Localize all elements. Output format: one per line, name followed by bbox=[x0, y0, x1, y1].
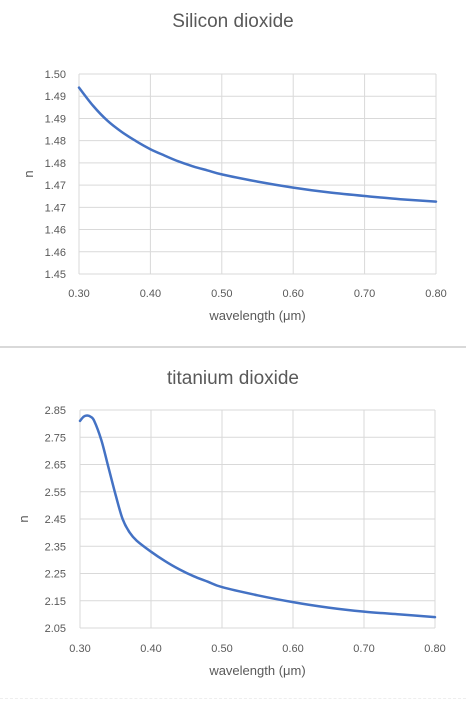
x-tick-label: 0.30 bbox=[68, 288, 89, 300]
y-axis-label: n bbox=[21, 170, 36, 177]
bottom-divider bbox=[0, 698, 466, 699]
y-tick-label: 1.50 bbox=[45, 69, 66, 81]
x-tick-label: 0.50 bbox=[211, 643, 232, 655]
y-tick-label: 2.85 bbox=[45, 405, 66, 417]
silicon-dioxide-chart: Silicon dioxide 1.45 1.46 1.46 1.47 1.47 1.48… bbox=[0, 0, 466, 346]
y-tick-label: 1.49 bbox=[45, 113, 66, 125]
y-tick-label: 1.45 bbox=[45, 269, 66, 281]
x-tick-label: 0.40 bbox=[140, 288, 161, 300]
titanium-dioxide-chart: titanium dioxide 2.05 2.15 2.25 2.35 2.45 2.5… bbox=[0, 352, 466, 703]
x-tick-label: 0.70 bbox=[353, 643, 374, 655]
x-axis-label: wavelength (μm) bbox=[208, 308, 305, 323]
chart-title: Silicon dioxide bbox=[172, 11, 294, 32]
x-axis-label: wavelength (μm) bbox=[208, 663, 305, 678]
y-axis-label: n bbox=[16, 515, 31, 522]
x-tick-label: 0.60 bbox=[282, 643, 303, 655]
y-tick-label: 1.48 bbox=[45, 158, 66, 170]
y-tick-label: 2.15 bbox=[45, 596, 66, 608]
series-line bbox=[78, 414, 437, 619]
y-tick-label: 2.25 bbox=[45, 569, 66, 581]
x-tick-label: 0.80 bbox=[425, 288, 446, 300]
y-tick-label: 1.47 bbox=[45, 202, 66, 214]
chart-title: titanium dioxide bbox=[166, 368, 300, 389]
x-tick-label: 0.40 bbox=[140, 643, 161, 655]
y-tick-label: 1.46 bbox=[45, 247, 66, 259]
y-tick-label: 2.55 bbox=[45, 487, 66, 499]
y-tick-label: 2.35 bbox=[45, 541, 66, 553]
x-tick-label: 0.60 bbox=[282, 288, 303, 300]
chart-plot: 1.45 1.46 1.46 1.47 1.47 1.48 1.48 1.49 1.49 1.50… bbox=[21, 69, 447, 323]
x-tick-label: 0.80 bbox=[424, 643, 445, 655]
y-tick-label: 1.49 bbox=[45, 91, 66, 103]
y-tick-label: 2.45 bbox=[45, 514, 66, 526]
y-tick-label: 1.48 bbox=[45, 136, 66, 148]
chart-separator bbox=[0, 346, 466, 348]
series-line bbox=[77, 86, 438, 203]
y-tick-label: 1.47 bbox=[45, 180, 66, 192]
y-tick-label: 1.46 bbox=[45, 225, 66, 237]
chart-plot: 2.05 2.15 2.25 2.35 2.45 2.55 2.65 2.75 2.85 0.30… bbox=[16, 405, 446, 678]
y-tick-label: 2.75 bbox=[45, 432, 66, 444]
y-tick-label: 2.05 bbox=[45, 623, 66, 635]
x-tick-label: 0.30 bbox=[69, 643, 90, 655]
x-tick-label: 0.50 bbox=[211, 288, 232, 300]
x-tick-label: 0.70 bbox=[354, 288, 375, 300]
y-tick-label: 2.65 bbox=[45, 460, 66, 472]
